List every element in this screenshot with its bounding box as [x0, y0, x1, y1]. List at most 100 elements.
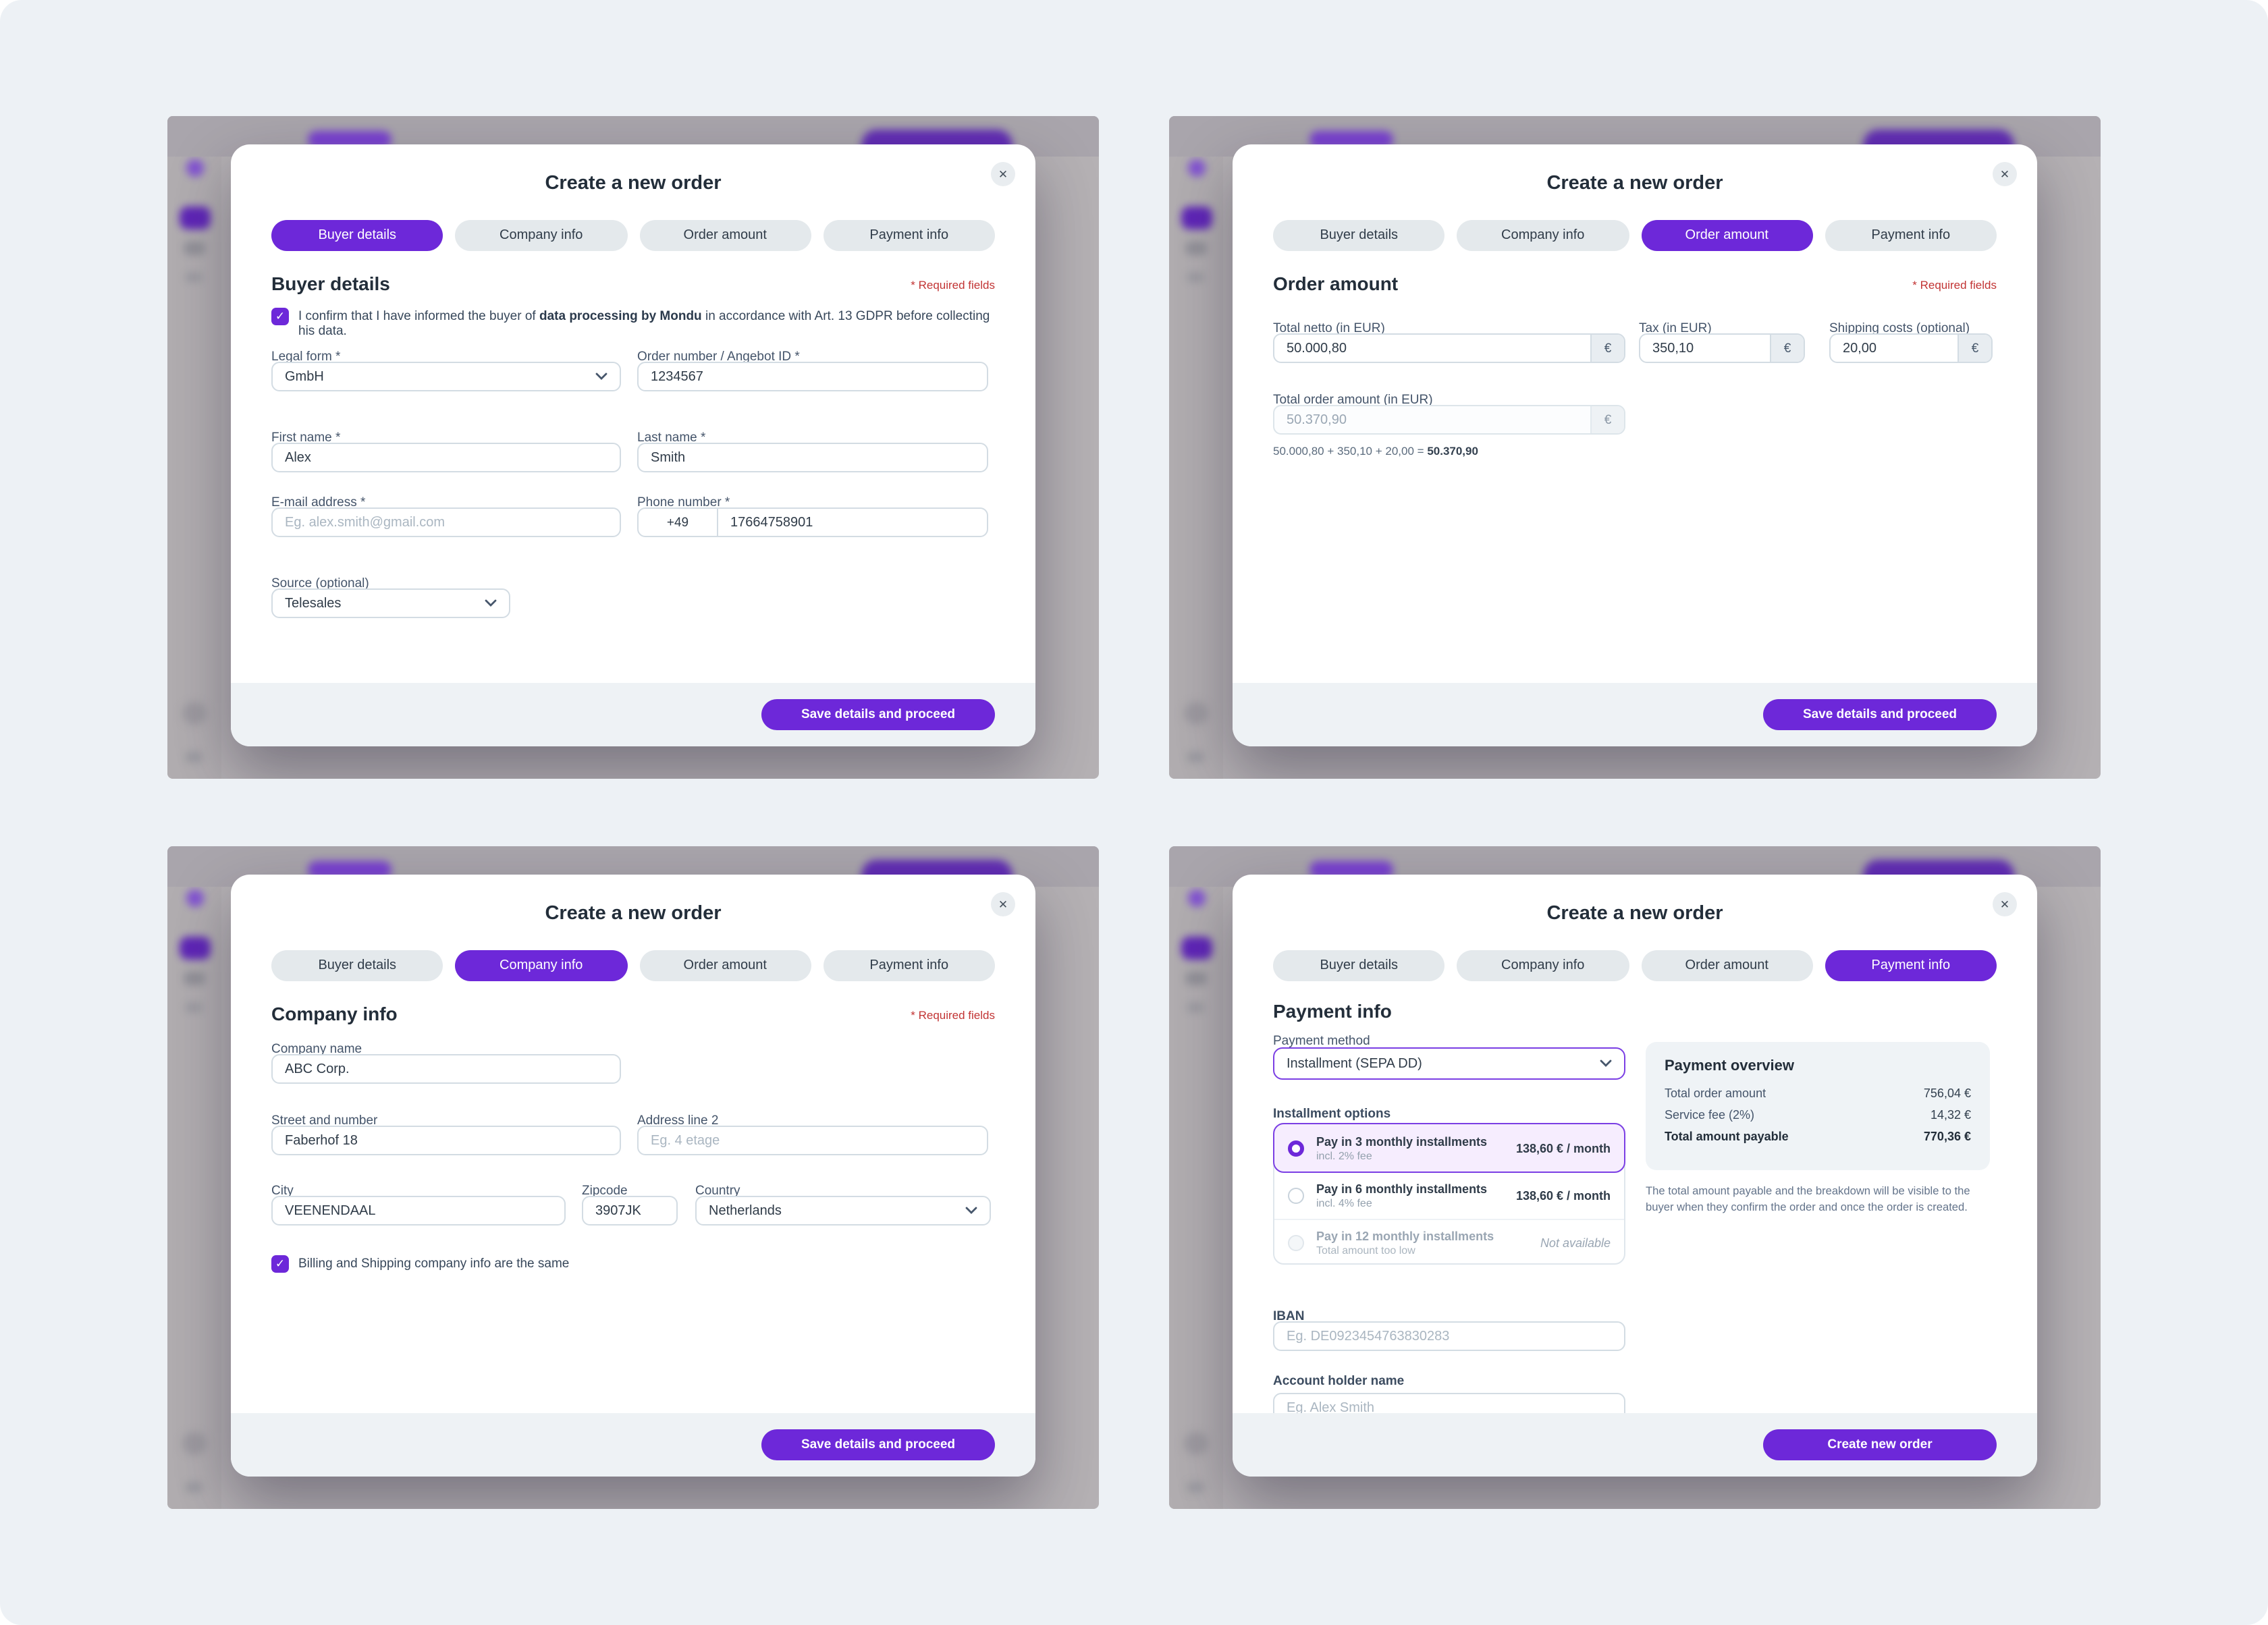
- sidebar-logo-icon: [1188, 889, 1206, 907]
- tab-payment-info[interactable]: Payment info: [823, 220, 995, 251]
- chevron-down-icon: [485, 599, 497, 607]
- close-icon[interactable]: ✕: [1993, 162, 2017, 186]
- tax-input[interactable]: [1640, 341, 1770, 356]
- tab-company-info[interactable]: Company info: [1457, 950, 1629, 981]
- create-order-button[interactable]: Create new order: [1763, 1429, 1997, 1460]
- overview-row: Total order amount 756,04 €: [1665, 1086, 1971, 1100]
- city-field-wrap: [271, 1196, 566, 1225]
- tab-order-amount[interactable]: Order amount: [1641, 220, 1813, 251]
- email-field-wrap: [271, 507, 621, 537]
- close-icon[interactable]: ✕: [1993, 892, 2017, 916]
- legal-form-select[interactable]: GmbH: [271, 362, 621, 391]
- last-name-input[interactable]: [639, 450, 987, 465]
- checkbox-check-icon: ✓: [275, 309, 286, 323]
- payment-method-select[interactable]: Installment (SEPA DD): [1273, 1047, 1625, 1080]
- save-details-button[interactable]: Save details and proceed: [761, 699, 995, 730]
- close-icon[interactable]: ✕: [991, 892, 1015, 916]
- sidebar-active-item: [180, 206, 211, 229]
- company-name-input[interactable]: [273, 1062, 620, 1076]
- tab-company-info[interactable]: Company info: [455, 220, 627, 251]
- installment-option-6-months[interactable]: Pay in 6 monthly installments incl. 4% f…: [1274, 1173, 1624, 1219]
- required-note: * Required fields: [911, 278, 995, 292]
- overview-total-row: Total amount payable 770,36 €: [1665, 1130, 1971, 1143]
- sidebar-orders-icon: [1185, 972, 1207, 985]
- shipping-input[interactable]: [1831, 341, 1958, 356]
- radio-icon: [1288, 1188, 1304, 1204]
- total-netto-field-wrap: €: [1273, 333, 1625, 363]
- sidebar-logo-icon: [186, 889, 204, 907]
- address2-input[interactable]: [639, 1133, 987, 1148]
- tab-order-amount[interactable]: Order amount: [639, 950, 811, 981]
- save-details-button[interactable]: Save details and proceed: [761, 1429, 995, 1460]
- installment-option-3-months[interactable]: Pay in 3 monthly installments incl. 2% f…: [1273, 1123, 1625, 1173]
- section-heading: Buyer details: [271, 273, 390, 294]
- sidebar-settings-icon: [1187, 273, 1204, 282]
- city-input[interactable]: [273, 1203, 564, 1218]
- modal-footer: Create new order: [1233, 1413, 2037, 1477]
- phone-field-wrap: +49: [637, 507, 988, 537]
- account-holder-input[interactable]: [1274, 1400, 1624, 1415]
- last-name-field-wrap: [637, 443, 988, 472]
- tab-payment-info[interactable]: Payment info: [823, 950, 995, 981]
- panel-company-info: Create a new order ✕ Buyer details Compa…: [167, 846, 1099, 1509]
- tab-payment-info[interactable]: Payment info: [1825, 220, 1997, 251]
- modal-title: Create a new order: [545, 173, 722, 194]
- iban-label: IBAN: [1273, 1309, 1305, 1324]
- shipping-field-wrap: €: [1829, 333, 1993, 363]
- installment-option-12-months: Pay in 12 monthly installments Total amo…: [1274, 1219, 1624, 1265]
- sidebar-settings-icon: [1187, 1003, 1204, 1012]
- street-input[interactable]: [273, 1133, 620, 1148]
- phone-input[interactable]: [718, 515, 987, 530]
- billing-same-text: Billing and Shipping company info are th…: [298, 1257, 570, 1271]
- radio-disabled-icon: [1288, 1234, 1304, 1250]
- order-number-field-wrap: [637, 362, 988, 391]
- first-name-field-wrap: [271, 443, 621, 472]
- save-details-button[interactable]: Save details and proceed: [1763, 699, 1997, 730]
- radio-selected-icon: [1288, 1140, 1304, 1156]
- tab-company-info[interactable]: Company info: [455, 950, 627, 981]
- wizard-tabs: Buyer details Company info Order amount …: [271, 220, 995, 251]
- create-order-modal: Create a new order ✕ Buyer details Compa…: [1233, 144, 2037, 746]
- company-name-label: Company name: [271, 1042, 362, 1057]
- modal-title: Create a new order: [1546, 173, 1723, 194]
- tab-buyer-details[interactable]: Buyer details: [271, 220, 443, 251]
- iban-input[interactable]: [1274, 1329, 1624, 1344]
- payment-overview-card: Payment overview Total order amount 756,…: [1646, 1042, 1990, 1170]
- tab-order-amount[interactable]: Order amount: [1641, 950, 1813, 981]
- iban-field-wrap: [1273, 1321, 1625, 1351]
- email-input[interactable]: [273, 515, 620, 530]
- sidebar-footer-icon: [185, 1482, 202, 1493]
- total-netto-input[interactable]: [1274, 341, 1590, 356]
- sidebar-active-item: [180, 937, 211, 960]
- gdpr-consent-checkbox[interactable]: ✓: [271, 308, 289, 325]
- order-number-input[interactable]: [639, 369, 987, 384]
- chevron-down-icon: [1600, 1059, 1612, 1068]
- required-note: * Required fields: [1912, 278, 1997, 292]
- account-holder-label: Account holder name: [1273, 1374, 1405, 1389]
- overview-row: Service fee (2%) 14,32 €: [1665, 1108, 1971, 1122]
- tab-buyer-details[interactable]: Buyer details: [271, 950, 443, 981]
- first-name-input[interactable]: [273, 450, 620, 465]
- billing-same-checkbox[interactable]: ✓: [271, 1255, 289, 1273]
- sidebar-logo-icon: [1188, 159, 1206, 177]
- tab-buyer-details[interactable]: Buyer details: [1273, 950, 1445, 981]
- tab-buyer-details[interactable]: Buyer details: [1273, 220, 1445, 251]
- tab-order-amount[interactable]: Order amount: [639, 220, 811, 251]
- close-icon[interactable]: ✕: [991, 162, 1015, 186]
- address2-label: Address line 2: [637, 1113, 719, 1128]
- create-order-modal: Create a new order ✕ Buyer details Compa…: [231, 875, 1035, 1477]
- zipcode-input[interactable]: [583, 1203, 676, 1218]
- sidebar-avatar: [182, 1432, 207, 1455]
- total-order-input: [1274, 412, 1590, 427]
- city-label: City: [271, 1184, 294, 1199]
- tab-payment-info[interactable]: Payment info: [1825, 950, 1997, 981]
- tab-company-info[interactable]: Company info: [1457, 220, 1629, 251]
- gdpr-consent-text: I confirm that I have informed the buyer…: [298, 309, 990, 339]
- phone-country-prefix[interactable]: +49: [639, 509, 718, 536]
- source-select[interactable]: Telesales: [271, 588, 510, 618]
- country-select[interactable]: Netherlands: [695, 1196, 991, 1225]
- wizard-tabs: Buyer details Company info Order amount …: [1273, 220, 1997, 251]
- total-netto-label: Total netto (in EUR): [1273, 321, 1385, 336]
- sidebar-logo-icon: [186, 159, 204, 177]
